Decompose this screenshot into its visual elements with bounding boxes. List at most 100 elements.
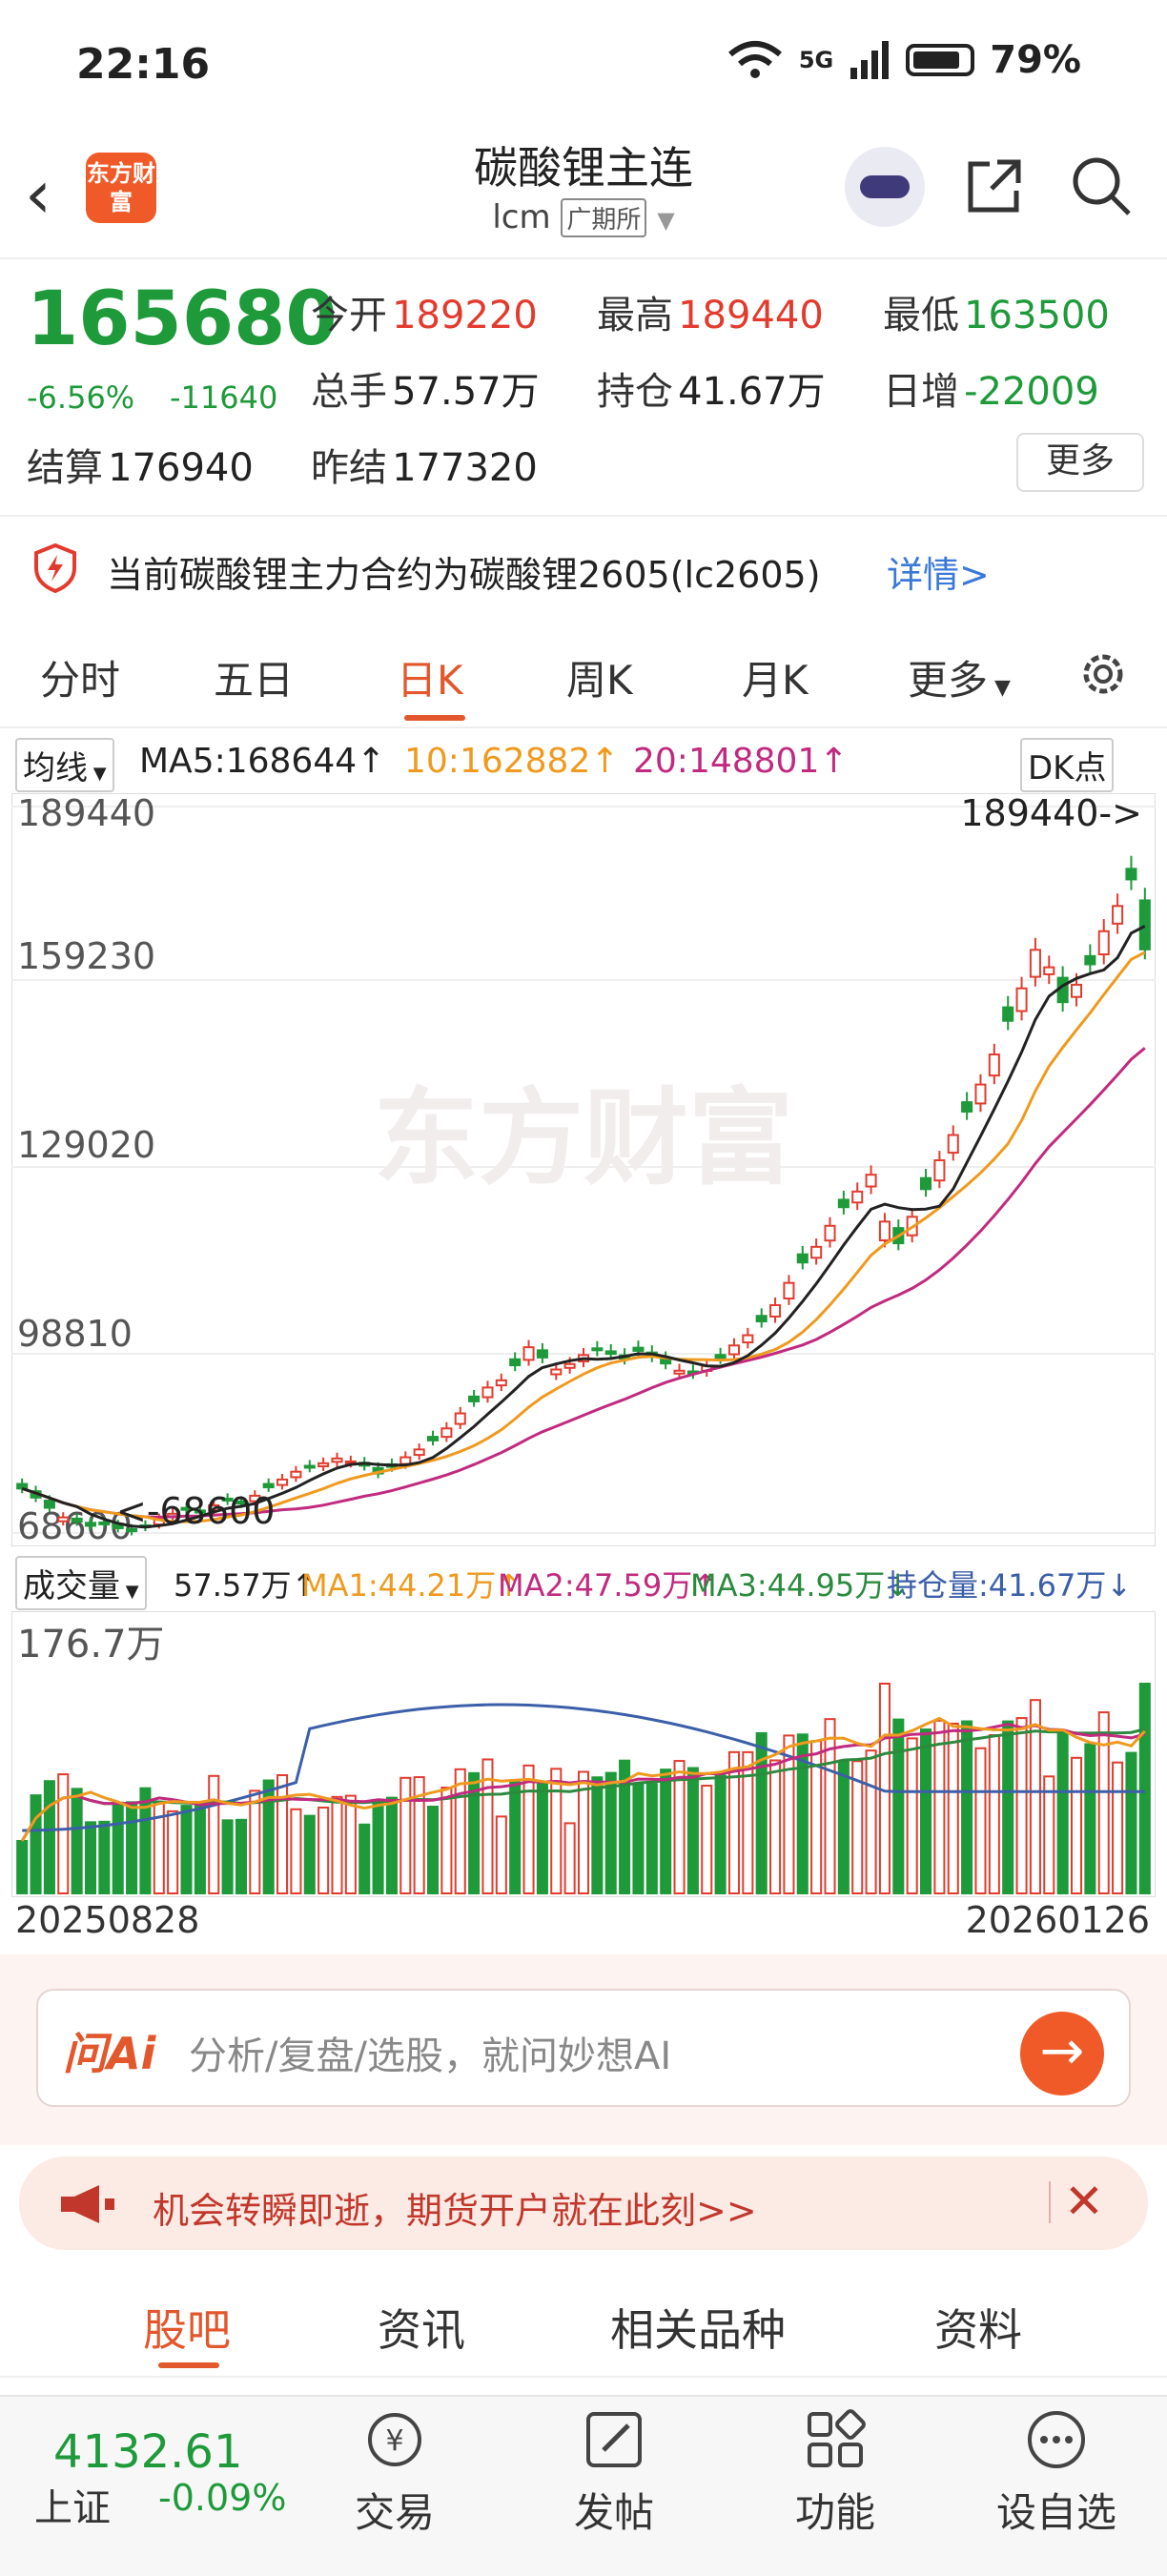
- tab-more[interactable]: 更多 ▼: [908, 648, 1011, 706]
- chevron-down-icon: ▼: [120, 1582, 139, 1602]
- tab-weekly-k[interactable]: 周K: [566, 657, 633, 704]
- chevron-down-icon: ▼: [88, 764, 107, 784]
- candle-body: [262, 1482, 275, 1489]
- candle-body: [961, 1101, 973, 1113]
- volume-bar: [933, 1719, 946, 1894]
- y-tick-label: 98810: [17, 1313, 133, 1355]
- tab-five-day[interactable]: 五日: [214, 657, 295, 704]
- volume-bar: [1056, 1732, 1069, 1894]
- candle-body: [783, 1281, 795, 1300]
- post-label: 发帖: [573, 2489, 654, 2536]
- svg-text:¥: ¥: [385, 2424, 403, 2458]
- tab-daily-k[interactable]: 日K: [397, 657, 463, 704]
- chart-period-tabs: 分时 五日 日K 周K 月K 更多 ▼: [0, 622, 1167, 728]
- quote-open-interest: 持仓 41.67万: [597, 370, 826, 414]
- search-icon[interactable]: [1070, 154, 1133, 217]
- more-quote-button[interactable]: 更多: [1016, 433, 1144, 492]
- volume-bar: [1002, 1720, 1014, 1894]
- ai-robot-icon[interactable]: [845, 147, 925, 227]
- candle-body: [98, 1521, 111, 1525]
- ma5-line: [21, 925, 1146, 1529]
- index-name: 上证: [34, 2486, 111, 2530]
- volume-bar: [1015, 1717, 1028, 1894]
- volume-bar: [276, 1774, 289, 1895]
- volume-bar: [468, 1771, 481, 1894]
- ask-ai-input[interactable]: 问Ai 分析/复盘/选股，就问妙想AI →: [36, 1989, 1131, 2107]
- candle-body: [933, 1159, 946, 1182]
- status-bar: 22:16 5G 79%: [0, 0, 1167, 133]
- candle-body: [276, 1478, 289, 1486]
- ask-ai-section: 问Ai 分析/复盘/选股，就问妙想AI →: [0, 1954, 1167, 2145]
- tab-guba[interactable]: 股吧: [143, 2304, 231, 2356]
- ma-selector[interactable]: 均线 ▼: [15, 738, 114, 792]
- volume-bar: [358, 1823, 371, 1894]
- app-logo[interactable]: 东方财富: [86, 153, 156, 223]
- volume-bar: [920, 1728, 932, 1894]
- volume-ma3: MA3:44.95万↓: [690, 1567, 911, 1604]
- tab-news[interactable]: 资讯: [378, 2304, 465, 2356]
- post-button[interactable]: 发帖: [538, 2406, 690, 2539]
- volume-selector[interactable]: 成交量 ▼: [15, 1556, 147, 1610]
- candle-body: [1043, 966, 1055, 975]
- tab-intraday[interactable]: 分时: [40, 657, 121, 704]
- back-button[interactable]: ‹: [25, 155, 51, 234]
- arrow-right-icon[interactable]: →: [1020, 2012, 1104, 2096]
- y-tick-label: 189440: [17, 793, 155, 834]
- volume-ma1: MA1:44.21万↑: [301, 1567, 522, 1604]
- grid-icon: [808, 2409, 866, 2467]
- tab-profile[interactable]: 资料: [934, 2304, 1022, 2356]
- candle-body: [413, 1448, 425, 1457]
- candle-body: [440, 1427, 453, 1439]
- share-icon[interactable]: [965, 156, 1024, 215]
- candle-body: [126, 1527, 138, 1533]
- volume-bar: [1112, 1761, 1124, 1894]
- max-price-label: 189440->: [960, 793, 1142, 834]
- volume-bar: [577, 1770, 590, 1894]
- volume-bar: [701, 1785, 713, 1895]
- candle-body: [194, 1509, 206, 1514]
- index-ticker[interactable]: 4132.61 上证 -0.09%: [0, 2397, 305, 2576]
- open-interest-value: 持仓量:41.67万↓: [887, 1567, 1133, 1604]
- candle-body: [426, 1436, 440, 1441]
- trade-button[interactable]: ¥ 交易: [318, 2406, 471, 2539]
- tab-monthly-k[interactable]: 月K: [742, 657, 809, 704]
- close-icon[interactable]: ✕: [1064, 2174, 1104, 2229]
- quote-volume: 总手 57.57万: [311, 370, 540, 414]
- gear-icon[interactable]: [1075, 646, 1131, 702]
- dk-point-button[interactable]: DK点: [1020, 738, 1115, 792]
- index-change: -0.09%: [158, 2477, 287, 2519]
- volume-bar: [988, 1734, 1000, 1894]
- contract-code[interactable]: lcm 广期所 ▼: [362, 198, 805, 237]
- volume-bar: [57, 1773, 70, 1894]
- volume-bar: [645, 1783, 658, 1894]
- candle-body: [208, 1503, 220, 1512]
- promo-banner[interactable]: 机会转瞬即逝，期货开户就在此刻>> ✕: [19, 2157, 1148, 2250]
- volume-bar: [686, 1767, 699, 1894]
- ma-selector-label: 均线: [23, 749, 88, 787]
- exchange-badge: 广期所: [561, 198, 647, 237]
- ma20-value: 20:148801↑: [633, 742, 849, 781]
- ma20-line: [21, 1047, 1146, 1519]
- volume-chart[interactable]: 176.7万: [11, 1611, 1156, 1897]
- candle-body: [1125, 868, 1137, 881]
- volume-bar: [1084, 1743, 1096, 1894]
- notice-detail-link[interactable]: 详情>: [887, 554, 990, 596]
- candle-body: [865, 1174, 877, 1188]
- volume-bar: [426, 1806, 440, 1894]
- add-watchlist-button[interactable]: 设自选: [980, 2406, 1133, 2539]
- volume-bar: [974, 1747, 987, 1894]
- candle-body: [796, 1253, 809, 1264]
- candle-body: [180, 1506, 193, 1511]
- volume-bar: [399, 1776, 412, 1895]
- volume-bar: [303, 1814, 316, 1894]
- candle-body: [755, 1315, 768, 1323]
- battery-icon: [906, 44, 975, 76]
- volume-bar: [221, 1819, 234, 1894]
- volume-bar: [440, 1787, 453, 1894]
- kline-chart[interactable]: 东方财富 189440 159230 129020 98810 68600 18…: [11, 793, 1156, 1546]
- function-button[interactable]: 功能: [759, 2406, 911, 2539]
- tab-related[interactable]: 相关品种: [610, 2304, 786, 2356]
- volume-bar: [673, 1760, 686, 1894]
- volume-bar: [619, 1759, 631, 1894]
- quote-settle: 结算 176940: [27, 446, 254, 490]
